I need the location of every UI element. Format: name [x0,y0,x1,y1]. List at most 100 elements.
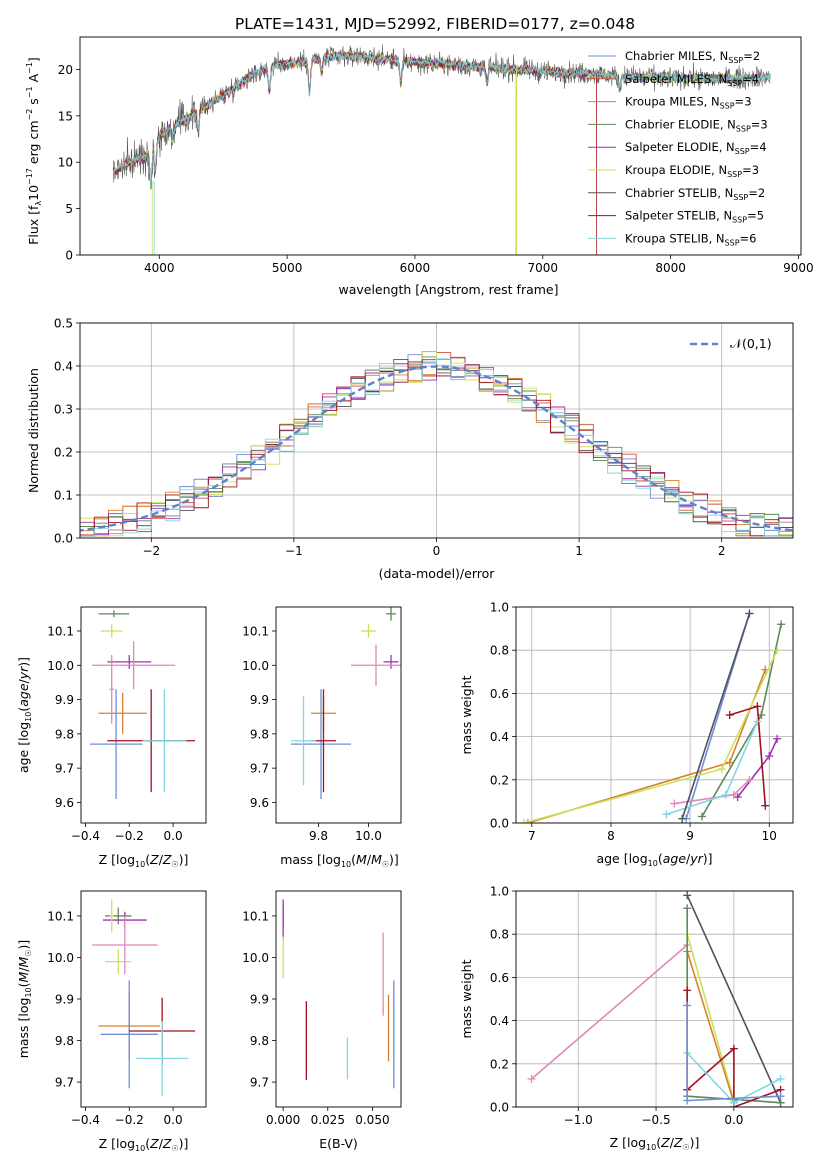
spectrum-model-line [112,51,771,188]
residual-histogram-panel: −2 −1 0 1 2 0.0 0.1 0.2 0.3 0.4 0.5 𝒩(0,1) (data-mod… [26,317,794,581]
weight-vs-age-panel: 7 8 9 10 0.0 0.2 0.4 0.6 0.8 1.0 mass weight age [l… [459,601,794,868]
x-axis-label: E(B-V) [319,1136,358,1151]
y-axis-label: age [log10(age/yr)] [16,657,33,773]
y-tick-label: 0.4 [490,1014,509,1028]
mass-vs-ebv-panel: 0.000 0.025 0.050 9.7 9.8 9.9 10.0 10.1 E(B-V) [242,890,402,1151]
legend-label: Chabrier MILES, NSSP=2 [625,49,760,65]
legend-label: 𝒩(0,1) [730,336,772,351]
figure-title: PLATE=1431, MJD=52992, FIBERID=0177, z=0… [235,15,635,33]
x-tick-label: 7 [528,829,536,843]
y-tick-label: 9.7 [55,762,74,776]
y-tick-label: 0.0 [490,1101,509,1115]
x-tick-label: 0.000 [266,1113,300,1127]
x-tick-label: 0.0 [724,1113,743,1127]
y-tick-label: 10 [58,156,73,170]
x-tick-label: −0.2 [115,829,144,843]
x-axis-label: Z [log10(Z/Z☉)] [610,1135,700,1152]
x-tick-label: 4000 [144,261,175,275]
y-tick-label: 9.7 [250,762,269,776]
y-axis-label: Flux [fλ10−17 erg cm−2 s−1 A−1] [25,57,43,245]
x-tick-label: 6000 [400,261,431,275]
y-tick-label: 0.0 [54,532,73,546]
y-tick-label: 9.9 [55,693,74,707]
histogram-series [80,358,793,537]
x-tick-label: 0.025 [311,1113,345,1127]
axes-frame [80,890,207,1108]
histogram-series [80,361,793,537]
axes-frame [80,606,207,824]
legend-label: Kroupa ELODIE, NSSP=3 [625,163,759,179]
x-tick-label: 0.0 [164,1113,183,1127]
axes-frame [79,36,802,256]
x-tick-label: 8 [607,829,615,843]
y-axis-label: mass [log10(M/M☉)] [16,940,33,1059]
x-tick-label: −1.0 [564,1113,593,1127]
x-tick-label: −2 [142,544,160,558]
errorbar-point [361,624,376,638]
x-axis-label: (data-model)/error [379,566,496,581]
weight-series [725,702,770,810]
y-tick-label: 9.9 [250,993,269,1007]
y-tick-label: 10.1 [242,909,269,923]
y-tick-label: 9.8 [55,1034,74,1048]
x-tick-label: 10.0 [355,829,382,843]
x-axis-label: Z [log10(Z/Z☉)] [99,852,189,869]
errorbar-point [98,610,130,618]
histogram-series [80,356,793,537]
y-tick-label: 9.6 [55,796,74,810]
errorbar-point [105,907,132,925]
legend-label: Kroupa STELIB, NSSP=6 [625,231,757,247]
y-tick-label: 10.0 [47,951,74,965]
y-tick-label: 5 [65,202,73,216]
legend-label: Salpeter ELODIE, NSSP=4 [625,140,767,156]
axes-frame [515,606,794,824]
errorbar-point [100,980,158,1089]
y-tick-label: 0.0 [490,817,509,831]
legend-label: Chabrier STELIB, NSSP=2 [625,186,765,202]
y-tick-label: 0.8 [490,644,509,658]
errorbar-point [386,607,396,621]
errorbar-point [383,655,399,669]
age-vs-metallicity-panel: −0.4 −0.2 0.0 9.6 9.7 9.8 9.9 10.0 10.1 Z [log10(… [16,606,207,869]
y-tick-label: 0.6 [490,687,509,701]
errorbar-point [291,696,316,786]
normal-curve [80,365,793,532]
weight-series [683,1001,785,1105]
y-tick-label: 0.1 [54,489,73,503]
weight-series [519,646,782,823]
errorbar-point [351,644,401,686]
x-tick-label: 5000 [272,261,303,275]
axes-frame [275,606,402,824]
y-tick-label: 0.3 [54,403,73,417]
errorbar-point [105,949,132,975]
errorbar-point [135,1021,189,1096]
y-tick-label: 0.8 [490,928,509,942]
y-tick-label: 1.0 [490,885,509,899]
spectrum-model-line [112,51,771,186]
y-tick-label: 10.0 [242,659,269,673]
x-tick-label: 2 [718,544,726,558]
errorbar-point [142,689,187,793]
weight-series [527,941,692,1083]
x-tick-label: 0.0 [164,829,183,843]
y-tick-label: 9.7 [250,1076,269,1090]
y-axis-label: mass weight [459,959,474,1038]
x-tick-label: −0.2 [115,1113,144,1127]
errorbar-point [89,689,143,799]
errorbar-point [91,915,158,975]
y-tick-label: 10.0 [47,659,74,673]
x-axis-label: mass [log10(M/M☉)] [280,852,399,869]
y-tick-label: 0.2 [490,1057,509,1071]
errorbar-point [291,689,351,799]
age-vs-mass-panel: 9.8 10.0 9.6 9.7 9.8 9.9 10.0 10.1 mass [log10(M… [242,606,402,869]
x-tick-label: −0.4 [71,1113,100,1127]
y-tick-label: 0.6 [490,971,509,985]
x-tick-label: 8000 [655,261,686,275]
x-tick-label: −0.5 [641,1113,670,1127]
axes-frame [79,322,794,539]
legend-label: Salpeter STELIB, NSSP=5 [625,209,764,225]
spectrum-panel: 4000 5000 6000 7000 8000 9000 0 5 10 15 20 Chabrier… [25,36,814,297]
y-tick-label: 20 [58,63,73,77]
x-tick-label: 0.050 [355,1113,389,1127]
